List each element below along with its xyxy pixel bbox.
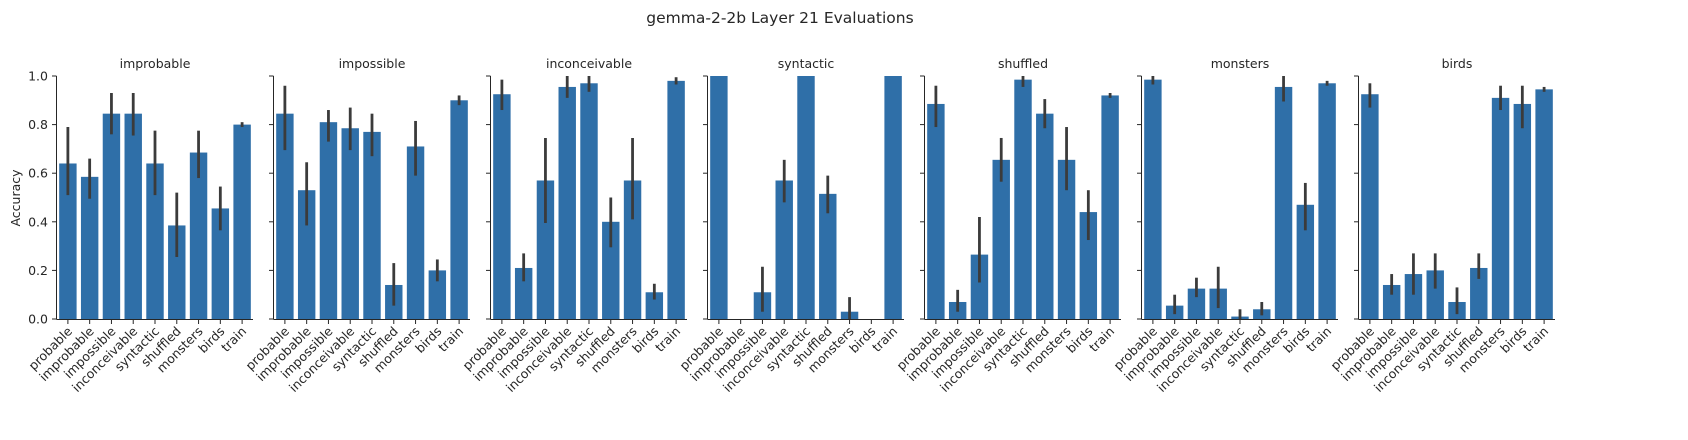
bar-probable	[276, 113, 294, 319]
bar-improbable	[514, 267, 533, 319]
subplot-title: shuffled	[998, 56, 1048, 71]
bar-shuffled	[602, 221, 620, 319]
x-tick-label-train: train	[218, 324, 249, 355]
subplot-title: impossible	[339, 56, 406, 71]
bar-birds	[645, 292, 664, 319]
bar-shuffled	[168, 225, 186, 319]
subplot-title: monsters	[1211, 56, 1270, 71]
bar-syntactic	[797, 76, 815, 319]
subplot-title: birds	[1442, 56, 1473, 71]
bar-inconceivable	[775, 180, 793, 319]
subplot-title: syntactic	[778, 56, 835, 71]
bar-syntactic	[363, 131, 381, 319]
y-tick-label: 0.6	[28, 166, 48, 181]
bar-probable	[1144, 79, 1162, 320]
x-tick-label-train: train	[869, 324, 900, 355]
subplot-birds: birdsprobableimprobableimpossibleinconce…	[1327, 56, 1555, 395]
bar-impossible	[970, 254, 989, 319]
bar-train	[1101, 95, 1119, 319]
subplot-improbable: improbable0.00.20.40.60.81.0probableimpr…	[25, 56, 253, 395]
subplot-inconceivable: inconceivableprobableimprobableimpossibl…	[459, 56, 687, 395]
bar-probable	[59, 163, 77, 319]
subplot-title: improbable	[120, 56, 191, 71]
x-tick-label-train: train	[1086, 324, 1117, 355]
bar-shuffled	[1470, 267, 1488, 319]
x-tick-label-train: train	[652, 324, 683, 355]
bar-shuffled	[819, 193, 837, 319]
bar-probable	[710, 76, 728, 319]
bar-birds	[1513, 103, 1532, 319]
subplot-monsters: monstersprobableimprobableimpossibleinco…	[1110, 56, 1338, 395]
bar-impossible	[1404, 274, 1423, 319]
bar-train	[884, 76, 902, 319]
bar-inconceivable	[1426, 270, 1444, 319]
bar-probable	[1361, 94, 1379, 319]
y-tick-label: 1.0	[28, 69, 48, 84]
bar-monsters	[1057, 159, 1076, 319]
bar-train	[233, 124, 251, 319]
bar-monsters	[1274, 86, 1293, 319]
bar-improbable	[1382, 284, 1401, 319]
subplot-shuffled: shuffledprobableimprobableimpossibleinco…	[893, 56, 1121, 395]
bar-birds	[1296, 204, 1315, 319]
bar-inconceivable	[124, 113, 142, 319]
bar-monsters	[623, 180, 642, 319]
bar-improbable	[80, 176, 99, 319]
bar-impossible	[319, 122, 338, 319]
bar-probable	[927, 103, 945, 319]
bar-train	[1318, 83, 1336, 319]
x-tick-label-train: train	[1520, 324, 1551, 355]
bar-syntactic	[1014, 79, 1032, 320]
bar-monsters	[1491, 97, 1510, 320]
subplot-title: inconceivable	[546, 56, 632, 71]
subplot-syntactic: syntacticprobableimprobableimpossibleinc…	[676, 56, 904, 395]
x-tick-label-train: train	[1303, 324, 1334, 355]
y-tick-label: 0.0	[28, 312, 48, 327]
bar-birds	[211, 208, 230, 319]
bar-train	[667, 80, 685, 319]
bar-impossible	[536, 180, 555, 319]
bar-syntactic	[146, 163, 164, 319]
bar-inconceivable	[992, 159, 1010, 319]
bar-shuffled	[1036, 113, 1054, 319]
subplot-impossible: impossibleprobableimprobableimpossiblein…	[242, 56, 470, 395]
figure-title: gemma-2-2b Layer 21 Evaluations	[646, 9, 913, 27]
bar-train	[450, 100, 468, 319]
bar-impossible	[1187, 288, 1206, 319]
bar-impossible	[102, 113, 121, 319]
y-tick-label: 0.4	[28, 214, 48, 229]
bar-monsters	[406, 146, 425, 319]
bar-inconceivable	[341, 128, 359, 319]
subplot-grid: improbable0.00.20.40.60.81.0probableimpr…	[25, 56, 1555, 395]
y-tick-label: 0.2	[28, 263, 48, 278]
bar-birds	[1079, 212, 1098, 319]
bar-probable	[493, 94, 511, 319]
x-tick-label-train: train	[435, 324, 466, 355]
bar-inconceivable	[558, 86, 576, 319]
y-axis-label: Accuracy	[8, 169, 23, 227]
bar-improbable	[297, 190, 316, 319]
bar-monsters	[189, 152, 208, 319]
bar-train	[1535, 89, 1553, 320]
bar-birds	[428, 270, 447, 319]
bar-syntactic	[580, 83, 598, 319]
y-tick-label: 0.8	[28, 117, 48, 132]
